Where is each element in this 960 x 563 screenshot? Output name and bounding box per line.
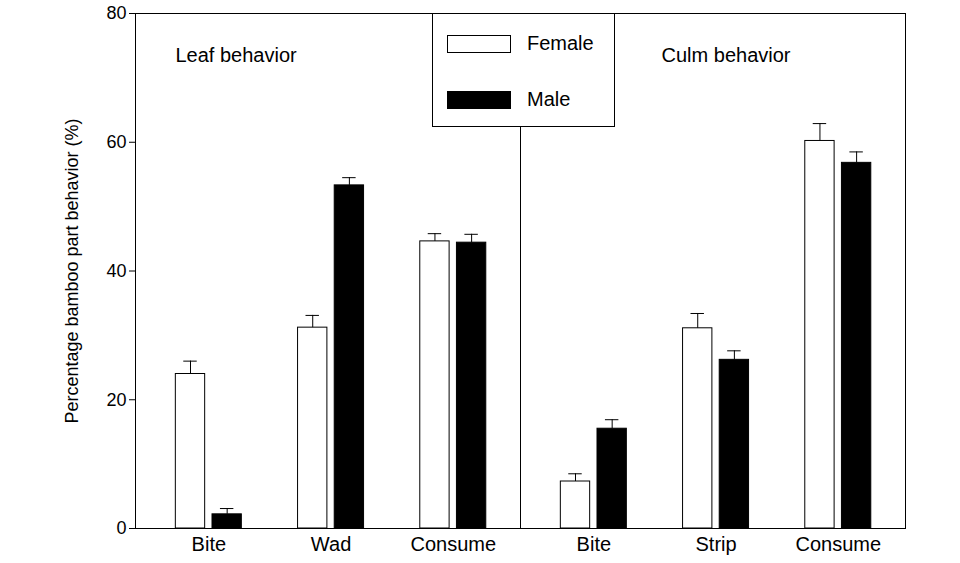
html-text:Male: Male [527,88,571,110]
svg-text:40: 40 [106,261,126,281]
html-text:Female: Female [527,32,594,54]
svg-text:60: 60 [106,132,126,152]
svg-text:Bite: Bite [577,533,611,555]
svg-text:80: 80 [106,3,126,23]
svg-text:20: 20 [106,390,126,410]
svg-text:0: 0 [116,518,126,538]
svg-text:Strip: Strip [695,533,736,555]
svg-text:Consume: Consume [410,533,496,555]
svg-text:Percentage bamboo part behavio: Percentage bamboo part behavior (%) [62,118,82,423]
svg-text:Consume: Consume [795,533,881,555]
svg-text:Culm behavior: Culm behavior [662,44,791,66]
svg-text:Bite: Bite [192,533,226,555]
svg-text:Leaf behavior: Leaf behavior [176,44,298,66]
svg-text:Wad: Wad [311,533,351,555]
